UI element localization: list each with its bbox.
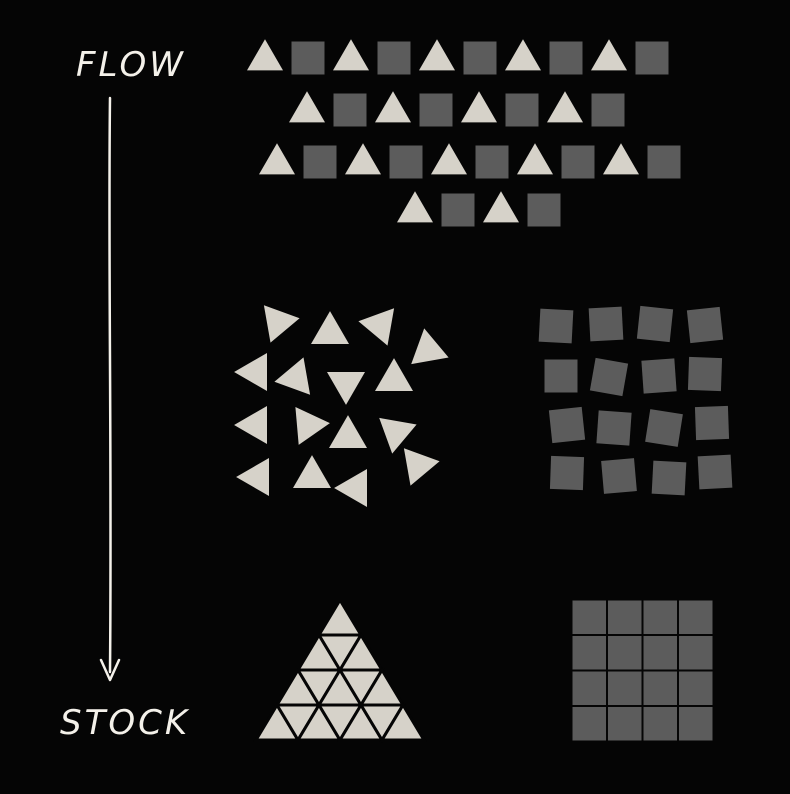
- scattered-triangles-group: [234, 305, 449, 507]
- flow-triangle: [419, 39, 455, 71]
- flow-square: [419, 93, 453, 127]
- flow-square: [591, 93, 625, 127]
- scattered-square: [651, 460, 687, 496]
- flow-square: [475, 145, 509, 179]
- scattered-square: [636, 305, 674, 343]
- flow-triangle: [483, 191, 519, 223]
- scattered-square: [686, 306, 724, 344]
- flow-square: [441, 193, 475, 227]
- grid-square: [608, 671, 642, 705]
- flow-square: [549, 41, 583, 75]
- stock-label: STOCK: [60, 703, 190, 743]
- flow-arrow-line: [108, 96, 112, 674]
- flow-triangle: [431, 143, 467, 175]
- grid-square: [572, 600, 606, 634]
- scattered-squares-group: [538, 305, 733, 496]
- scattered-square: [544, 359, 578, 393]
- grid-square: [608, 600, 642, 634]
- flow-square: [527, 193, 561, 227]
- scattered-square: [589, 357, 629, 397]
- scattered-triangle: [375, 358, 413, 391]
- scattered-square: [694, 405, 730, 441]
- scattered-triangle: [329, 415, 367, 448]
- flow-label: FLOW: [76, 45, 186, 85]
- scattered-square: [588, 306, 624, 342]
- scattered-square: [548, 406, 586, 444]
- triangle-stock-pyramid: [253, 597, 427, 743]
- square-stock-grid: [572, 600, 713, 741]
- flow-square: [505, 93, 539, 127]
- scattered-triangle: [274, 357, 311, 395]
- grid-square: [643, 707, 677, 741]
- flow-square: [463, 41, 497, 75]
- scattered-square: [601, 458, 637, 494]
- flow-square: [377, 41, 411, 75]
- scattered-triangle: [234, 353, 267, 391]
- scattered-square: [645, 409, 683, 447]
- flow-triangle: [259, 143, 295, 175]
- scattered-square: [596, 410, 632, 446]
- flow-square: [561, 145, 595, 179]
- flow-triangle: [547, 91, 583, 123]
- flow-triangle: [247, 39, 283, 71]
- grid-square: [608, 707, 642, 741]
- flow-square: [333, 93, 367, 127]
- grid-square: [643, 600, 677, 634]
- grid-square: [643, 636, 677, 670]
- scattered-triangle: [311, 311, 349, 344]
- scattered-square: [538, 308, 574, 344]
- flow-triangle: [397, 191, 433, 223]
- scattered-triangle: [334, 469, 367, 507]
- flow-triangle: [375, 91, 411, 123]
- flow-square: [291, 41, 325, 75]
- grid-square: [679, 636, 713, 670]
- flow-triangle: [603, 143, 639, 175]
- grid-square: [608, 636, 642, 670]
- flow-square: [635, 41, 669, 75]
- scattered-triangle: [358, 308, 395, 346]
- scattered-triangle: [403, 448, 440, 486]
- scattered-triangle: [293, 455, 331, 488]
- scattered-square: [641, 358, 677, 394]
- scattered-triangle: [295, 407, 330, 445]
- flow-square: [389, 145, 423, 179]
- flow-triangle: [461, 91, 497, 123]
- scattered-square: [549, 455, 585, 491]
- pyramid-triangle-up: [379, 702, 427, 742]
- flow-arrow-head: [99, 658, 121, 682]
- grid-square: [679, 600, 713, 634]
- grid-square: [643, 671, 677, 705]
- scattered-triangle: [379, 417, 417, 454]
- grid-square: [679, 707, 713, 741]
- grid-square: [572, 636, 606, 670]
- scattered-triangle: [234, 406, 267, 444]
- flow-square: [647, 145, 681, 179]
- flow-rows-group: [247, 39, 681, 227]
- scattered-triangle: [236, 458, 269, 496]
- grid-square: [679, 671, 713, 705]
- grid-square: [572, 671, 606, 705]
- flow-square: [303, 145, 337, 179]
- flow-triangle: [517, 143, 553, 175]
- flow-triangle: [345, 143, 381, 175]
- scattered-triangle: [327, 372, 365, 405]
- flow-triangle: [333, 39, 369, 71]
- scattered-square: [697, 454, 733, 490]
- flow-triangle: [289, 91, 325, 123]
- scattered-square: [687, 356, 723, 392]
- flow-triangle: [505, 39, 541, 71]
- scattered-triangle: [411, 328, 449, 365]
- scattered-triangle: [263, 305, 300, 343]
- flow-triangle: [591, 39, 627, 71]
- grid-square: [572, 707, 606, 741]
